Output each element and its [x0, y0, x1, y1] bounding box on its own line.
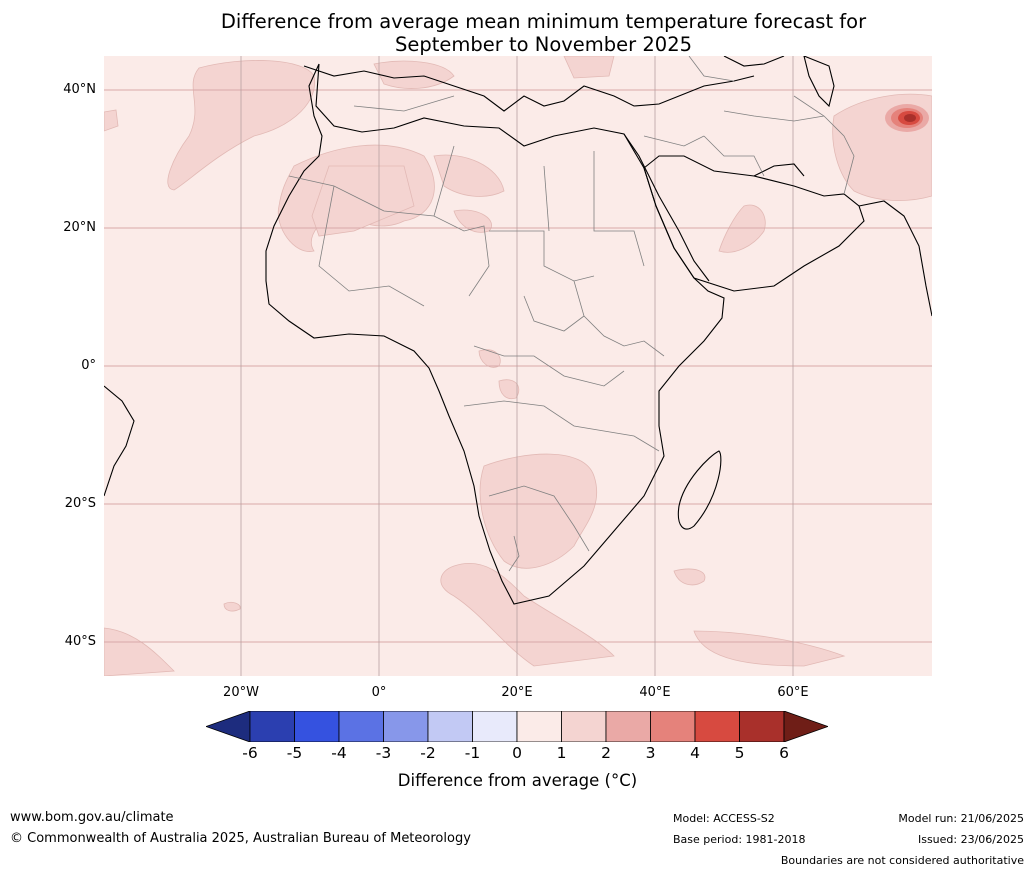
lon-label-60e: 60°E [777, 685, 809, 700]
title-line-1: Difference from average mean minimum tem… [220, 10, 867, 33]
colorbar-cell [561, 711, 607, 742]
graticule [104, 89, 932, 643]
colorbar-cells [249, 711, 785, 742]
colorbar-tick-label: -5 [286, 744, 303, 762]
colorbar-tick-label: -6 [242, 744, 258, 762]
colorbar-tick-label: 2 [601, 744, 611, 762]
colorbar-tick-label: -1 [464, 744, 481, 762]
colorbar-cell [605, 711, 651, 742]
title-line-2: September to November 2025 [394, 33, 693, 56]
footer-model: Model: ACCESS-S2 [673, 812, 775, 825]
colorbar-cell [694, 711, 740, 742]
colorbar-cell [516, 711, 562, 742]
lon-label-20w: 20°W [223, 685, 259, 700]
colorbar-tick-label: 1 [556, 744, 567, 762]
colorbar-cell [249, 711, 295, 742]
country-borders [288, 55, 855, 572]
lat-label-0: 0° [81, 358, 96, 373]
lon-label-0: 0° [371, 685, 387, 700]
lon-label-20e: 20°E [501, 685, 533, 700]
colorbar-cell [472, 711, 518, 742]
coastlines [103, 55, 933, 605]
map-title: Difference from average mean minimum tem… [0, 10, 1035, 56]
meridians [240, 56, 794, 676]
lat-label-20n: 20°N [63, 220, 96, 235]
anomaly-hotspot [885, 104, 929, 132]
colorbar-cell [338, 711, 384, 742]
colorbar-tick-label: -2 [420, 744, 436, 762]
colorbar-tick-label: 0 [512, 744, 522, 762]
colorbar [206, 711, 828, 742]
lon-label-40e: 40°E [639, 685, 671, 700]
map-panel [103, 55, 933, 677]
anomaly-map [103, 55, 933, 677]
footer-issued: Issued: 23/06/2025 [917, 833, 1024, 846]
colorbar-cell [383, 711, 429, 742]
footer-website: www.bom.gov.au/climate [10, 810, 174, 825]
footer-copyright: © Commonwealth of Australia 2025, Austra… [10, 831, 471, 846]
colorbar-tick-label: 6 [779, 744, 789, 762]
colorbar-label: Difference from average (°C) [397, 771, 638, 790]
lat-label-40s: 40°S [64, 634, 96, 649]
colorbar-cell [650, 711, 696, 742]
colorbar-cell [739, 711, 785, 742]
lat-label-40n: 40°N [63, 82, 96, 97]
colorbar-tick-label: 4 [690, 744, 700, 762]
colorbar-tick-label: 3 [645, 744, 656, 762]
footer-model-run: Model run: 21/06/2025 [898, 812, 1024, 825]
footer-base-period: Base period: 1981-2018 [673, 833, 806, 846]
colorbar-cell [427, 711, 473, 742]
colorbar-high-extend [783, 711, 828, 742]
colorbar-cell [294, 711, 340, 742]
colorbar-tick-label: -4 [331, 744, 347, 762]
colorbar-tick-label: -3 [375, 744, 392, 762]
colorbar-low-extend [206, 711, 251, 742]
lat-label-20s: 20°S [64, 496, 96, 511]
colorbar-tick-label: 5 [734, 744, 745, 762]
footer-disclaimer: Boundaries are not considered authoritat… [780, 854, 1024, 867]
